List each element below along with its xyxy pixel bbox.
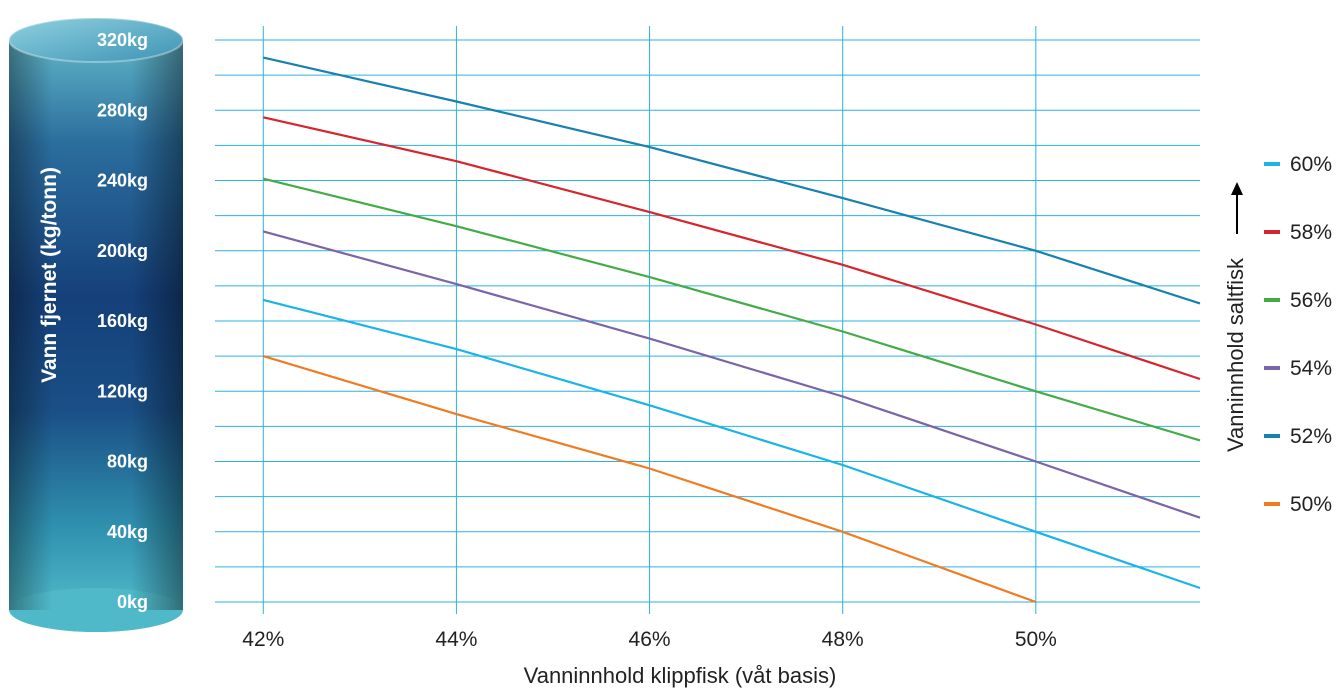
series-line-56pct [263, 177, 1201, 442]
y-tick-label: 200kg [97, 241, 148, 261]
x-tick-labels: 42% 44% 46% 48% 50% [242, 628, 1057, 651]
y-tick-label: 240kg [97, 171, 148, 191]
legend-arrow-head [1231, 182, 1243, 195]
legend-label: 60% [1290, 153, 1332, 176]
water-cylinder [8, 17, 184, 632]
y-tick-label: 160kg [97, 311, 148, 331]
y-tick-label: 120kg [97, 381, 148, 401]
y-tick-labels: 0kg 40kg 80kg 120kg 160kg 200kg 240kg 280kg 320k… [97, 30, 148, 612]
y-tick-label: 40kg [107, 522, 148, 542]
y-tick-label: 280kg [97, 100, 148, 120]
legend-label: 52% [1290, 425, 1332, 448]
x-tick-label: 50% [1015, 628, 1057, 651]
series-line-60pct [263, 298, 1201, 590]
x-tick-label: 42% [242, 628, 284, 651]
x-tick-label: 48% [822, 628, 864, 651]
y-tick-label: 80kg [107, 452, 148, 472]
x-tick-label: 46% [629, 628, 671, 651]
y-axis-title: Vann fjernet (kg/tonn) [38, 167, 61, 383]
legend: Vanninnhold saltfisk 60% 58% 56% 54% 52% 50% [1223, 153, 1332, 516]
series-layer [262, 56, 1201, 604]
series-line-58pct [263, 116, 1201, 381]
y-tick-label: 320kg [97, 30, 148, 50]
legend-label: 50% [1290, 493, 1332, 516]
grid [215, 26, 1200, 614]
legend-label: 56% [1290, 289, 1332, 312]
series-line-50pct [262, 355, 1037, 604]
series-line-52pct [263, 56, 1201, 305]
legend-items: 60% 58% 56% 54% 52% 50% [1264, 153, 1332, 516]
legend-title: Vanninnhold saltfisk [1223, 257, 1248, 452]
x-axis-title: Vanninnhold klippfisk (våt basis) [524, 663, 837, 688]
y-tick-label: 0kg [117, 592, 148, 612]
x-tick-label: 44% [435, 628, 477, 651]
series-line-54pct [263, 230, 1201, 519]
legend-label: 58% [1290, 221, 1332, 244]
legend-label: 54% [1290, 357, 1332, 380]
